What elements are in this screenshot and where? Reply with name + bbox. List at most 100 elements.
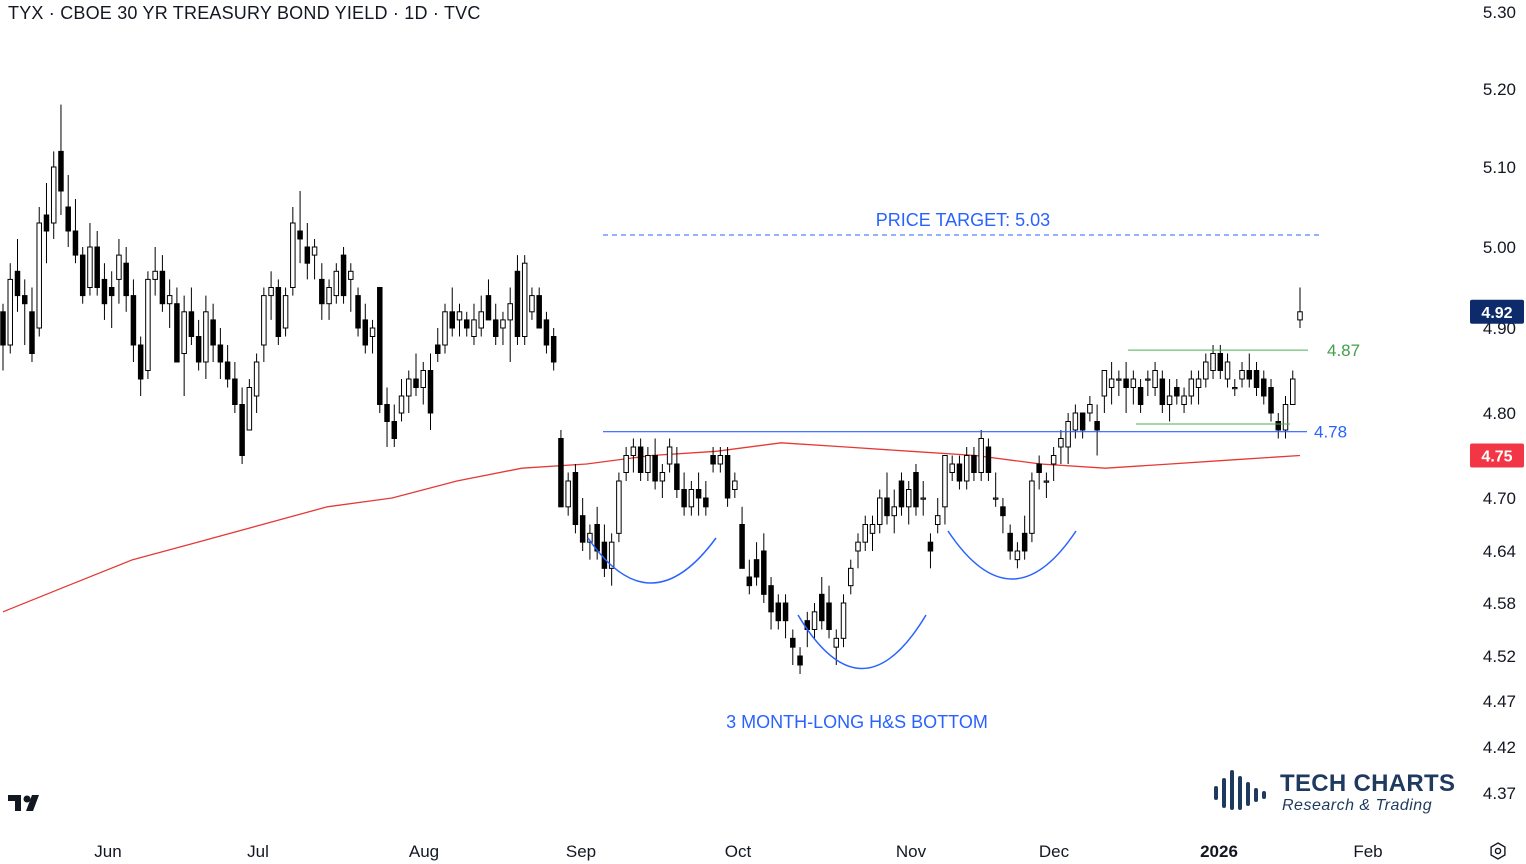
candle [282, 287, 289, 337]
candle [427, 353, 434, 430]
candle [1261, 370, 1267, 405]
candle [58, 104, 64, 215]
candle [239, 387, 245, 464]
candle-body [1007, 532, 1013, 552]
candle-body [746, 576, 753, 587]
candle-body [963, 455, 970, 482]
candle [1239, 362, 1245, 388]
candle-body [319, 278, 325, 305]
candle [536, 287, 542, 329]
candle [717, 447, 724, 473]
candle [1000, 498, 1006, 534]
candle [217, 328, 224, 379]
candle-body [724, 455, 731, 499]
candle-body [246, 387, 253, 431]
candle [572, 464, 579, 534]
candle-body [1000, 506, 1006, 517]
candle-body [1188, 378, 1195, 397]
x-tick-label: Oct [725, 842, 752, 861]
candle [420, 362, 427, 405]
candle-body [413, 378, 419, 388]
candle-body [181, 311, 187, 354]
candle-body [116, 254, 122, 280]
candle [137, 336, 144, 396]
candle [724, 447, 731, 507]
candle-body [1203, 361, 1209, 380]
candle [1050, 447, 1057, 481]
candle-body [1297, 311, 1303, 321]
candle-body [1101, 370, 1108, 397]
brand-logo: TECH CHARTS Research & Trading [1212, 768, 1455, 820]
candle-body [1210, 353, 1216, 371]
candle-body [971, 455, 977, 473]
candle [695, 472, 702, 516]
candle [485, 279, 492, 321]
candle [232, 362, 238, 413]
candle [963, 447, 970, 490]
candle-body [377, 287, 383, 405]
candle-body [391, 421, 398, 439]
y-axis[interactable]: 5.305.205.105.004.904.804.704.644.584.52… [1483, 3, 1516, 803]
candle-body [195, 336, 202, 363]
candle-body [579, 515, 586, 543]
candle [630, 438, 637, 473]
candle [268, 271, 274, 320]
candle-body [623, 455, 629, 473]
candle [1007, 524, 1013, 560]
candle-body [152, 270, 158, 280]
candle-body [956, 463, 963, 482]
x-tick-label: Aug [409, 842, 439, 861]
candle [1130, 370, 1137, 405]
candle-body [985, 446, 992, 473]
candle-body [1159, 378, 1166, 405]
chart-title: TYX · CBOE 30 YR TREASURY BOND YIELD · 1… [8, 3, 481, 23]
candle-body [101, 278, 108, 305]
candle-body [362, 319, 369, 346]
candle [848, 559, 854, 595]
candle [674, 447, 680, 498]
y-tick-label: 5.20 [1483, 80, 1516, 99]
candle-body [65, 206, 71, 232]
candle-body [108, 287, 115, 297]
candle-body [1145, 378, 1151, 381]
candle [391, 404, 398, 447]
candle [456, 303, 463, 337]
candle [971, 447, 977, 481]
candle [855, 533, 861, 569]
candle-body [340, 254, 347, 297]
x-axis[interactable]: Jun Jul Aug Sep Oct Nov Dec 2026 Feb [94, 842, 1382, 861]
candle-body [862, 524, 868, 543]
candle [761, 533, 767, 603]
y-tick-label: 4.52 [1483, 647, 1516, 666]
candle [152, 247, 158, 296]
candle [587, 524, 593, 560]
candle [1123, 362, 1129, 413]
right-shoulder-arc [947, 530, 1077, 580]
candle [739, 506, 745, 569]
candle [1029, 472, 1035, 543]
price-badges: 4.92 4.75 [1470, 299, 1524, 468]
candle-body [572, 472, 579, 525]
candle [101, 263, 108, 320]
candle-body [217, 344, 224, 363]
candle [826, 585, 832, 639]
candle [703, 481, 709, 516]
annotation-layer: PRICE TARGET: 5.03 4.78 4.87 3 MONTH-LONG H… [587, 210, 1360, 732]
candle [348, 263, 354, 312]
candle-body [188, 311, 195, 337]
candle-body [384, 404, 390, 422]
candle-body [1166, 395, 1173, 405]
ma-value-badge [1470, 443, 1524, 468]
candle-body [72, 230, 79, 256]
candle [681, 472, 687, 516]
candle-body [507, 303, 513, 321]
candle-body [174, 303, 180, 363]
candle-body [717, 455, 724, 465]
head-arc [797, 614, 927, 670]
tradingview-logo-icon[interactable] [8, 793, 46, 815]
candle [1174, 379, 1180, 405]
candle [65, 175, 71, 247]
candle-body [456, 311, 463, 321]
settings-gear-icon[interactable] [1489, 842, 1507, 860]
